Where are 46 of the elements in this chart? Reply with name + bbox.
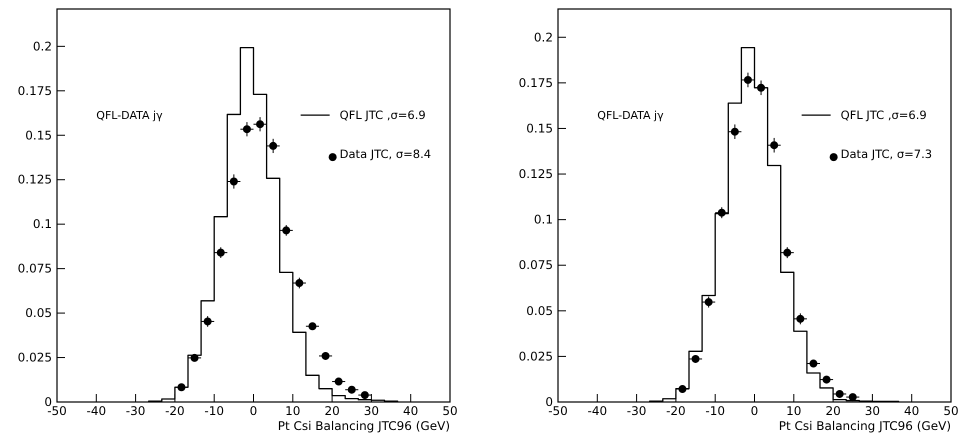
y-tick-label: 0.025 [18, 350, 52, 365]
legend-label: QFL JTC ,σ=6.9 [840, 108, 927, 122]
x-tick-label: 10 [285, 404, 300, 418]
y-tick-label: 0 [44, 395, 52, 409]
y-tick-label: 0 [545, 395, 553, 409]
legend-label: Data JTC, σ=7.3 [840, 147, 932, 162]
y-tick-label: 0.125 [18, 172, 52, 187]
y-tick-label: 0.2 [534, 30, 553, 44]
x-tick-label: -20 [666, 404, 686, 418]
y-tick-label: 0.125 [518, 167, 553, 182]
x-tick-label: 0 [750, 404, 758, 418]
x-tick-label: 30 [864, 404, 880, 418]
y-tick-label: 0.15 [25, 128, 52, 142]
x-tick-label: -40 [587, 404, 608, 418]
x-axis-title: Pt Csi Balancing JTC96 (GeV) [778, 419, 951, 433]
x-tick-label: -30 [126, 404, 146, 418]
x-tick-label: 0 [250, 404, 258, 418]
y-tick-label: 0.05 [526, 304, 553, 318]
y-tick-label: 0.175 [518, 76, 553, 90]
x-tick-label: 30 [364, 404, 380, 418]
x-tick-label: 40 [904, 404, 920, 418]
x-tick-label: 20 [324, 404, 340, 418]
annotation: QFL-DATA jγ [96, 109, 164, 122]
x-tick-label: 40 [403, 404, 418, 418]
x-tick-label: -10 [204, 404, 224, 418]
y-tick-label: 0.1 [534, 212, 553, 227]
legend-label: Data JTC, σ=8.4 [340, 147, 432, 162]
y-tick-label: 0.075 [518, 258, 553, 272]
x-tick-label: 10 [786, 404, 802, 418]
legend-label: QFL JTC ,σ=6.9 [340, 108, 426, 122]
y-tick-label: 0.05 [25, 306, 52, 320]
x-tick-label: -10 [705, 404, 726, 418]
x-tick-label: 50 [442, 404, 458, 418]
y-tick-label: 0.075 [18, 262, 52, 276]
y-tick-label: 0.025 [518, 349, 553, 364]
y-tick-label: 0.175 [18, 84, 52, 98]
x-tick-label: 50 [943, 404, 959, 418]
annotation: QFL-DATA jγ [597, 109, 664, 122]
y-tick-label: 0.15 [526, 121, 553, 136]
x-tick-label: -20 [165, 404, 185, 418]
x-tick-label: -30 [626, 404, 646, 418]
x-tick-label: -40 [86, 404, 106, 418]
y-tick-label: 0.2 [32, 39, 52, 54]
x-tick-label: 20 [825, 404, 841, 418]
x-axis-title: Pt Csi Balancing JTC96 (GeV) [278, 419, 450, 433]
y-tick-label: 0.1 [32, 217, 52, 232]
